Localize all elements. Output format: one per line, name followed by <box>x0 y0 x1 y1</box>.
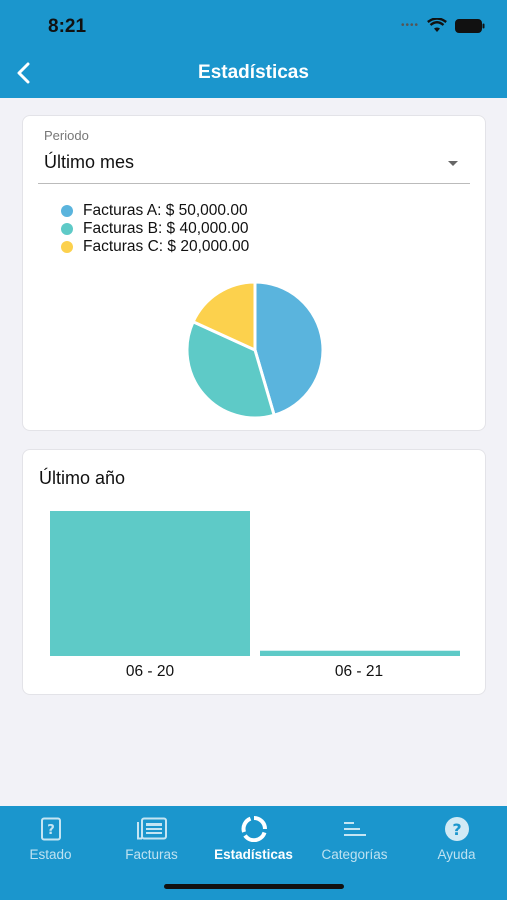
app-header: 8:21 •••• Estadísticas <box>0 0 507 98</box>
monthly-stats-card: Periodo Último mes Facturas A: $ 50,000.… <box>22 115 486 431</box>
period-value: Último mes <box>44 152 135 172</box>
tab-label: Estadísticas <box>214 847 293 862</box>
bar-chart <box>50 511 460 656</box>
chevron-left-icon <box>17 62 30 84</box>
yearly-stats-card: Último año 06 - 20 06 - 21 <box>22 449 486 695</box>
legend-dot <box>61 223 73 235</box>
battery-icon <box>455 18 485 33</box>
legend-label: Facturas B: $ 40,000.00 <box>83 220 249 237</box>
pie-slice-facturas-a <box>253 280 325 418</box>
pie-chart <box>185 280 325 420</box>
tab-label: Estado <box>29 847 72 862</box>
categories-icon <box>343 822 366 836</box>
bar-label: 06 - 20 <box>125 663 175 680</box>
legend-item: Facturas B: $ 40,000.00 <box>61 220 249 238</box>
legend-label: Facturas C: $ 20,000.00 <box>83 238 250 255</box>
status-time: 8:21 <box>48 16 87 37</box>
dropdown-arrow-icon <box>448 161 458 166</box>
legend-item: Facturas A: $ 50,000.00 <box>61 202 249 220</box>
tab-ayuda[interactable]: ? Ayuda <box>406 816 507 866</box>
wifi-icon <box>427 18 447 32</box>
signal-icon: •••• <box>400 20 419 31</box>
status-icons: •••• <box>401 18 485 33</box>
bar-label: 06 - 21 <box>334 663 384 680</box>
tab-label: Facturas <box>125 847 178 862</box>
help-icon: ? <box>444 817 469 841</box>
tab-facturas[interactable]: Facturas <box>101 816 202 866</box>
svg-text:?: ? <box>452 820 461 839</box>
svg-text:?: ? <box>47 823 55 838</box>
document-question-icon: ? <box>40 817 61 841</box>
legend-dot <box>61 241 73 253</box>
status-bar: 8:21 •••• <box>0 0 507 52</box>
period-dropdown[interactable]: Último mes <box>38 146 470 184</box>
tab-categorias[interactable]: Categorías <box>304 816 405 866</box>
legend-item: Facturas C: $ 20,000.00 <box>61 238 249 256</box>
chart-legend: Facturas A: $ 50,000.00 Facturas B: $ 40… <box>61 202 249 256</box>
donut-chart-icon <box>241 816 267 842</box>
home-indicator <box>164 884 344 889</box>
pie-slice-facturas-b <box>185 319 277 420</box>
tab-label: Ayuda <box>437 847 476 862</box>
back-button[interactable] <box>8 58 38 88</box>
period-label: Periodo <box>44 128 89 143</box>
bar-06-21 <box>260 650 460 656</box>
tab-estadisticas[interactable]: Estadísticas <box>203 816 304 866</box>
tab-estado[interactable]: ? Estado <box>0 816 101 866</box>
bar-06-20 <box>50 511 250 656</box>
nav-bar: Estadísticas <box>0 52 507 98</box>
invoices-icon <box>136 817 167 840</box>
pie-slice-facturas-c <box>191 280 257 353</box>
page-title: Estadísticas <box>198 62 309 83</box>
legend-dot <box>61 205 73 217</box>
tab-label: Categorías <box>321 847 388 862</box>
legend-label: Facturas A: $ 50,000.00 <box>83 202 248 219</box>
yearly-title: Último año <box>39 468 126 488</box>
